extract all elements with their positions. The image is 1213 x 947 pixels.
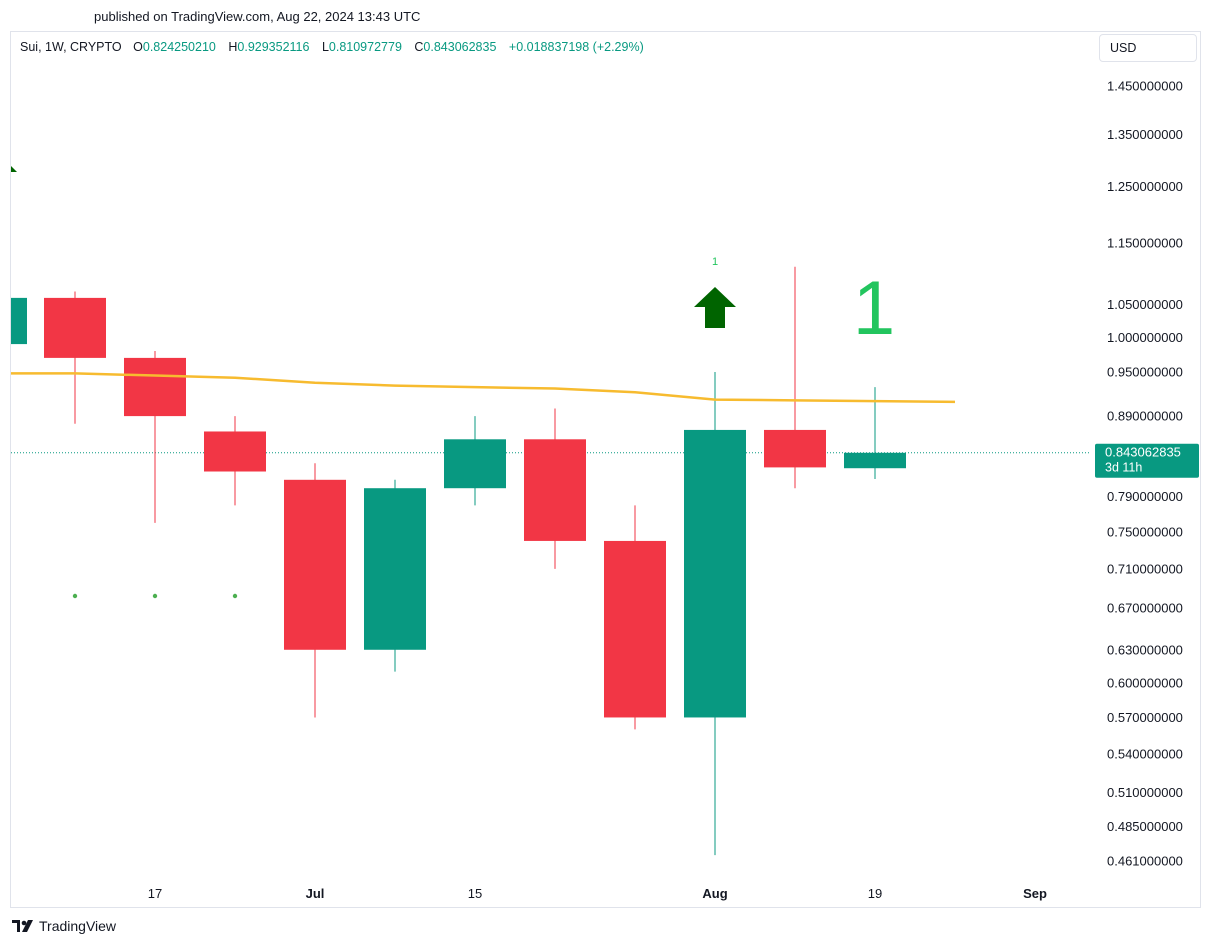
y-tick-label: 0.950000000 — [1107, 364, 1183, 379]
y-tick-label: 0.510000000 — [1107, 785, 1183, 800]
footer-brand: TradingView — [12, 918, 116, 934]
symbol-legend: Sui, 1W, CRYPTO O0.824250210 H0.92935211… — [20, 40, 653, 54]
y-tick-label: 0.710000000 — [1107, 561, 1183, 576]
currency-selector[interactable]: USD — [1099, 34, 1197, 62]
change-value: +0.018837198 (+2.29%) — [508, 40, 644, 54]
y-tick-label: 0.790000000 — [1107, 489, 1183, 504]
candle-body — [364, 488, 426, 650]
y-tick-label: 0.670000000 — [1107, 601, 1183, 616]
price-tag-countdown: 3d 11h — [1105, 461, 1142, 475]
signal-dot — [72, 593, 78, 599]
y-tick-label: 0.750000000 — [1107, 524, 1183, 539]
y-tick-label: 0.461000000 — [1107, 854, 1183, 869]
edge-arrow-icon — [11, 166, 17, 172]
y-tick-label: 1.350000000 — [1107, 127, 1183, 142]
open-value: 0.824250210 — [142, 40, 216, 54]
count-label-big: 1 — [853, 266, 895, 351]
x-tick-label: 17 — [148, 886, 162, 901]
signal-dot — [152, 593, 158, 599]
candle-body — [124, 357, 186, 417]
plot-area: 11 — [11, 166, 1090, 856]
x-tick-label: Jul — [306, 886, 325, 901]
open-label: O — [133, 40, 143, 54]
y-tick-label: 0.540000000 — [1107, 747, 1183, 762]
up-arrow-icon — [694, 287, 736, 328]
published-text: published on TradingView.com, Aug 22, 20… — [94, 9, 421, 24]
y-tick-label: 0.600000000 — [1107, 675, 1183, 690]
y-tick-label: 1.450000000 — [1107, 79, 1183, 94]
candle-body — [604, 540, 666, 718]
low-value: 0.810972779 — [328, 40, 402, 54]
y-tick-label: 1.050000000 — [1107, 297, 1183, 312]
x-tick-label: 19 — [868, 886, 882, 901]
footer-brand-label: TradingView — [39, 918, 117, 934]
signal-dot — [232, 593, 238, 599]
candle-body — [764, 429, 826, 468]
y-tick-label: 0.890000000 — [1107, 409, 1183, 424]
y-tick-label: 0.485000000 — [1107, 819, 1183, 834]
x-tick-label: Sep — [1023, 886, 1047, 901]
candle-body — [444, 439, 506, 489]
x-tick-label: 15 — [468, 886, 482, 901]
close-label: C — [414, 40, 424, 54]
count-label-small: 1 — [712, 256, 718, 268]
low-label: L — [321, 40, 329, 54]
price-tag-value: 0.843062835 — [1105, 445, 1181, 460]
y-tick-label: 0.630000000 — [1107, 642, 1183, 657]
x-tick-label: Aug — [702, 886, 727, 901]
candle-body — [844, 452, 906, 469]
y-tick-label: 1.250000000 — [1107, 179, 1183, 194]
candle-body — [684, 429, 746, 718]
y-tick-label: 1.150000000 — [1107, 235, 1183, 250]
candle-body — [524, 439, 586, 541]
tradingview-logo-icon — [12, 920, 33, 932]
candle-body — [44, 297, 106, 358]
moving-average-line — [11, 372, 956, 404]
y-tick-label: 0.570000000 — [1107, 710, 1183, 725]
high-label: H — [228, 40, 238, 54]
chart-frame — [10, 31, 1201, 908]
candle-body-partial — [11, 297, 27, 345]
close-value: 0.843062835 — [423, 40, 497, 54]
candle-body — [204, 431, 266, 472]
candle-body — [284, 479, 346, 650]
y-tick-label: 1.000000000 — [1107, 330, 1183, 345]
symbol-label: Sui, 1W, CRYPTO — [20, 40, 122, 54]
price-tag-box — [1095, 443, 1199, 478]
high-value: 0.929352116 — [237, 40, 310, 54]
